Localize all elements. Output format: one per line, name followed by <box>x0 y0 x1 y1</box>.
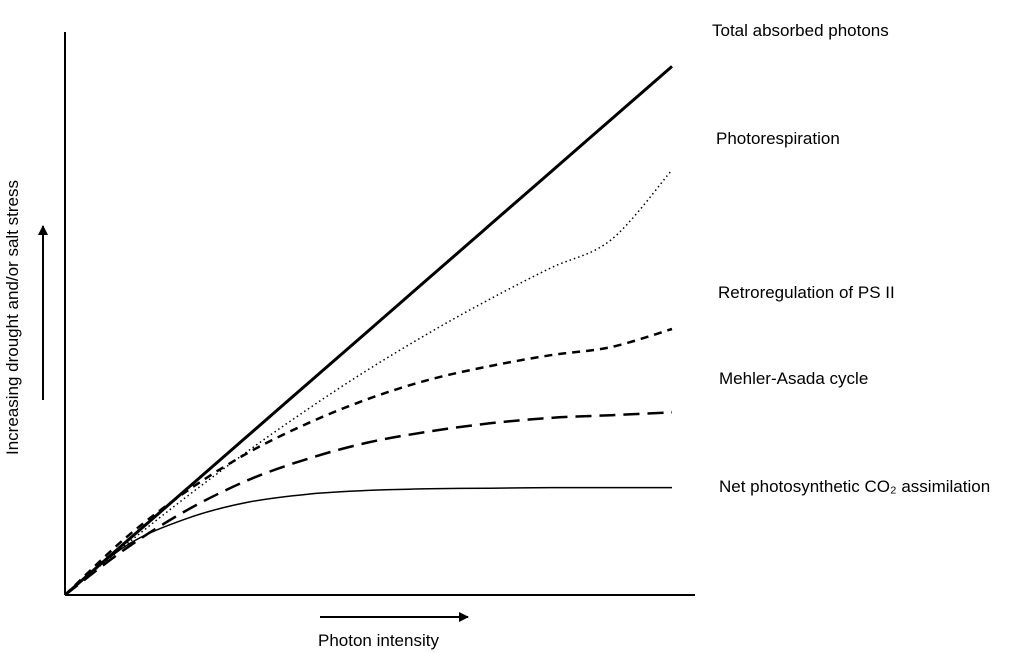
y-axis-label: Increasing drought and/or salt stress <box>3 180 22 455</box>
label-net-photosynthetic-co2-assimilation: Net photosynthetic CO₂ assimilation <box>719 477 990 496</box>
label-mehler-asada-cycle: Mehler-Asada cycle <box>719 369 868 388</box>
series-line-total-absorbed-photons <box>64 65 673 597</box>
series-line-retroregulation-ps-ii <box>64 327 673 596</box>
label-retroregulation-ps-ii: Retroregulation of PS II <box>718 283 895 302</box>
label-total-absorbed-photons: Total absorbed photons <box>712 21 889 40</box>
label-photorespiration: Photorespiration <box>716 129 840 148</box>
series-line-photorespiration <box>64 169 673 596</box>
series-line-net-photosynthetic-co2-assimilation <box>64 486 672 596</box>
series-layer <box>64 65 673 597</box>
series-line-mehler-asada-cycle <box>64 411 673 596</box>
x-axis-label: Photon intensity <box>318 631 439 650</box>
